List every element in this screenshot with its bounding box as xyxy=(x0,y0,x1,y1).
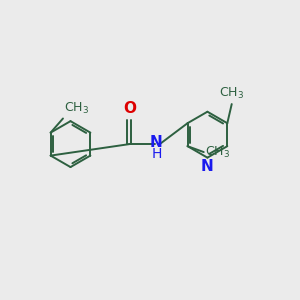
Text: N: N xyxy=(150,135,163,150)
Text: H: H xyxy=(151,147,162,161)
Text: CH$_3$: CH$_3$ xyxy=(219,86,244,101)
Text: O: O xyxy=(123,101,136,116)
Text: CH$_3$: CH$_3$ xyxy=(205,146,230,160)
Text: CH$_3$: CH$_3$ xyxy=(64,101,89,116)
Text: N: N xyxy=(201,159,214,174)
